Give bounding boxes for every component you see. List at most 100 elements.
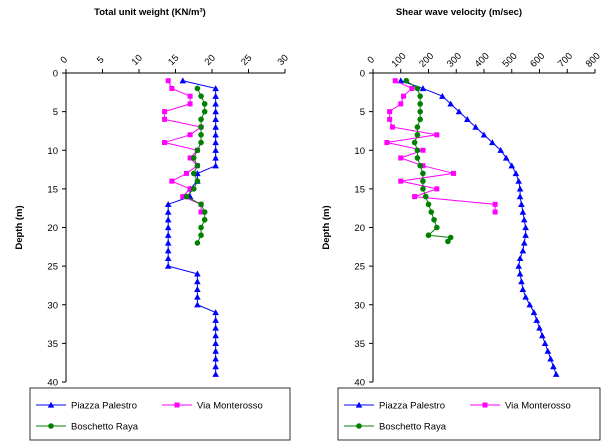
data-point <box>538 332 546 339</box>
data-point <box>450 170 456 176</box>
data-point <box>164 255 172 262</box>
y-tick-label: 30 <box>354 300 365 311</box>
series-line <box>400 80 557 375</box>
series-boschetto-raya <box>183 85 208 246</box>
y-tick-label: 5 <box>360 107 365 118</box>
data-point <box>516 193 524 200</box>
x-tick-label: 600 <box>528 51 547 70</box>
data-point <box>420 186 426 192</box>
data-point <box>417 116 423 123</box>
data-point <box>492 201 498 207</box>
data-point <box>198 132 204 138</box>
data-point <box>198 93 204 99</box>
data-point <box>411 139 418 146</box>
data-point <box>518 201 525 207</box>
data-point <box>414 124 421 130</box>
data-point <box>183 170 189 176</box>
data-point <box>183 193 190 200</box>
data-point <box>398 155 404 161</box>
legend-marker <box>48 423 54 429</box>
data-point <box>401 93 407 99</box>
data-point <box>403 77 410 84</box>
data-point <box>201 216 208 223</box>
legend-marker <box>482 402 488 408</box>
data-point <box>439 92 446 99</box>
data-point <box>198 124 204 130</box>
chart-panel-1: Total unit weight (KN/m³) 0 5 10 15 20 25 30 0 5 1… <box>14 7 291 441</box>
data-point <box>212 100 219 107</box>
data-point <box>519 208 527 215</box>
data-point <box>194 286 201 292</box>
data-point <box>194 178 201 184</box>
data-point <box>464 116 471 122</box>
data-point <box>552 370 560 377</box>
data-point <box>502 154 510 161</box>
data-point <box>194 162 201 169</box>
data-point <box>455 108 463 115</box>
data-point <box>522 293 529 300</box>
legend-marker <box>356 423 362 429</box>
series-via-monterosso <box>384 78 498 215</box>
legend-marker <box>355 401 363 408</box>
data-point <box>489 139 496 146</box>
data-point <box>164 224 172 231</box>
legend: Piazza Palestro Via Monterosso Boschetto R… <box>29 387 291 441</box>
data-point <box>164 262 172 269</box>
data-point <box>187 132 193 138</box>
x-tick-label: 800 <box>584 51 603 70</box>
data-point <box>187 186 193 192</box>
data-point <box>434 132 440 138</box>
data-point <box>417 108 423 115</box>
x-tick-label: 0 <box>58 54 70 66</box>
data-point <box>518 278 525 285</box>
data-point <box>445 238 451 245</box>
data-point <box>212 116 219 122</box>
data-point <box>212 154 219 161</box>
chart-title: Total unit weight (KN/m³) <box>94 7 206 18</box>
data-point <box>212 139 219 146</box>
data-point <box>201 101 208 107</box>
data-point <box>164 208 172 215</box>
data-point <box>398 101 404 107</box>
data-point <box>212 370 219 377</box>
data-point <box>417 162 423 169</box>
data-point <box>212 340 219 347</box>
data-point <box>194 301 201 308</box>
data-point <box>198 139 204 146</box>
series-via-monterosso <box>162 78 204 215</box>
y-tick-label: 25 <box>47 262 58 273</box>
series-line <box>386 80 496 213</box>
data-point <box>420 147 426 153</box>
data-point <box>387 109 393 115</box>
y-tick-label: 15 <box>47 184 58 195</box>
data-point <box>419 85 427 92</box>
legend-label: Boschetto Raya <box>379 422 447 433</box>
data-point <box>392 78 398 84</box>
data-point <box>212 146 219 153</box>
x-tick-label: 700 <box>556 51 575 70</box>
data-point <box>201 108 208 115</box>
data-point <box>387 116 393 122</box>
data-point <box>417 101 423 107</box>
data-point <box>516 185 524 192</box>
y-tick-label: 10 <box>354 146 365 157</box>
x-tick-label: 500 <box>500 51 519 70</box>
data-point <box>520 239 528 246</box>
data-point <box>162 116 168 122</box>
y-tick-label: 10 <box>47 146 58 157</box>
legend-label: Via Monterosso <box>505 401 571 412</box>
data-point <box>492 209 498 215</box>
chart-title: Shear wave velocity (m/sec) <box>396 7 522 18</box>
data-point <box>420 170 426 177</box>
data-point <box>212 162 219 169</box>
data-point <box>434 224 440 231</box>
data-point <box>515 262 522 269</box>
data-point <box>519 247 527 254</box>
data-point <box>472 123 479 130</box>
data-point <box>420 178 426 184</box>
data-point <box>194 240 201 246</box>
data-point <box>194 278 201 285</box>
data-point <box>180 194 186 200</box>
data-point <box>519 286 527 292</box>
data-point <box>164 201 172 207</box>
